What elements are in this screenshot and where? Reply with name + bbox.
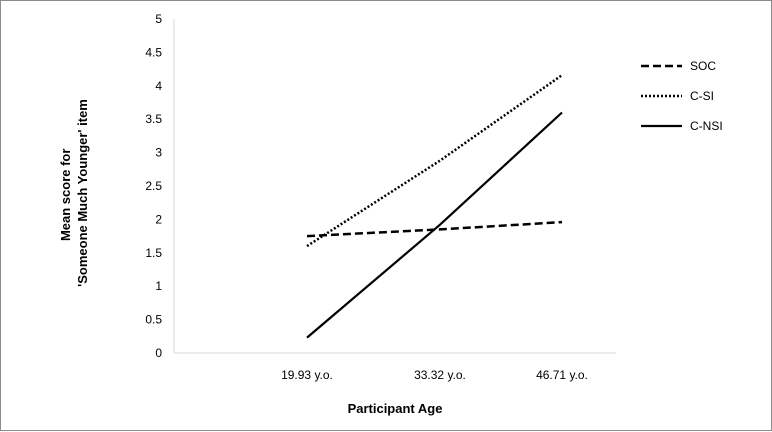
y-tick-label: 0: [155, 346, 162, 360]
legend-label-c-nsi: C-NSI: [690, 119, 723, 133]
legend: SOC C-SI C-NSI: [641, 59, 723, 133]
y-axis-title-line-2: 'Someone Much Younger' item: [75, 99, 90, 287]
y-tick-label: 3: [155, 146, 162, 160]
y-tick-label: 3.5: [145, 112, 162, 126]
x-tick-label: 19.93 y.o.: [281, 368, 333, 382]
x-tick-label: 46.71 y.o.: [536, 368, 588, 382]
y-axis-title-line-1: Mean score for: [58, 149, 73, 241]
y-tick-labels: 0 0.5 1 1.5 2 2.5 3 3.5 4 4.5 5: [145, 12, 162, 360]
y-tick-label: 4.5: [145, 45, 162, 59]
y-tick-label: 2: [155, 212, 162, 226]
x-tick-labels: 19.93 y.o. 33.32 y.o. 46.71 y.o.: [281, 368, 588, 382]
y-axis-title: Mean score for 'Someone Much Younger' it…: [58, 99, 90, 287]
y-tick-label: 1.5: [145, 246, 162, 260]
series-line-c-si: [306, 74, 563, 248]
x-axis-title: Participant Age: [348, 401, 443, 416]
x-tick-label: 33.32 y.o.: [414, 368, 466, 382]
series-line-c-nsi: [306, 111, 563, 339]
y-tick-label: 1: [155, 279, 162, 293]
y-tick-label: 4: [155, 79, 162, 93]
y-tick-label: 2.5: [145, 179, 162, 193]
series-line-soc: [306, 220, 563, 238]
series-lines: [306, 74, 563, 339]
y-tick-label: 0.5: [145, 313, 162, 327]
legend-label-c-si: C-SI: [690, 89, 714, 103]
y-tick-label: 5: [155, 12, 162, 26]
legend-label-soc: SOC: [690, 59, 716, 73]
